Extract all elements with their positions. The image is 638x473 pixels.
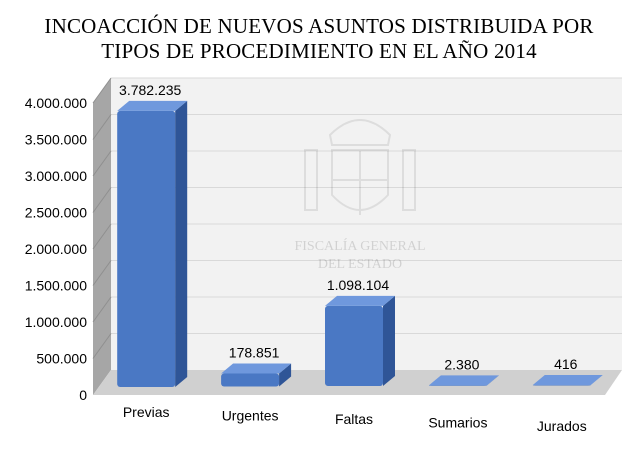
bar-side — [486, 375, 499, 386]
data-label: 3.782.235 — [119, 82, 181, 98]
bar-urgentes — [221, 373, 280, 387]
watermark-text: FISCALÍA GENERAL — [294, 237, 425, 254]
y-tick-label: 2.500.000 — [25, 205, 87, 221]
x-tick-label: Urgentes — [222, 408, 279, 424]
y-tick-label: 500.000 — [36, 351, 87, 367]
bar-side — [590, 374, 603, 385]
bar-top — [221, 363, 292, 374]
x-tick-label: Sumarios — [428, 415, 487, 431]
y-tick-label: 4.000.000 — [25, 95, 87, 111]
y-tick-label: 1.500.000 — [25, 278, 87, 294]
bar-top — [117, 100, 188, 111]
y-tick-label: 3.000.000 — [25, 168, 87, 184]
bar-sumarios — [428, 385, 487, 386]
gridline-side — [92, 296, 112, 323]
data-label: 416 — [554, 356, 578, 372]
gridline-side — [92, 150, 112, 177]
bar-top — [532, 374, 603, 385]
y-tick-label: 3.500.000 — [25, 132, 87, 148]
bar-previas — [117, 110, 176, 387]
bar-side — [175, 100, 188, 387]
y-tick-label: 0 — [79, 387, 87, 403]
x-tick-label: Jurados — [537, 418, 587, 434]
data-label: 178.851 — [229, 344, 280, 360]
x-tick-label: Previas — [123, 404, 170, 420]
bar-top — [428, 375, 499, 386]
y-tick-label: 2.000.000 — [25, 241, 87, 257]
bar-side — [383, 295, 395, 386]
bar-jurados — [532, 384, 591, 386]
bar-top — [325, 295, 395, 306]
gridline-side — [92, 187, 112, 213]
watermark-text: DEL ESTADO — [318, 257, 402, 272]
gridline-side — [92, 333, 112, 359]
chart-title: INCOACCIÓN DE NUEVOS ASUNTOS DISTRIBUIDA… — [0, 14, 638, 64]
watermark-emblem — [304, 119, 416, 215]
gridline-side — [92, 260, 112, 286]
bar-side — [279, 363, 292, 387]
chart-title-line-2: TIPOS DE PROCEDIMIENTO EN EL AÑO 2014 — [101, 39, 537, 63]
gridline-side — [92, 77, 112, 104]
data-label: 1.098.104 — [327, 277, 389, 293]
bar-faltas — [325, 305, 383, 386]
gridline-side — [92, 114, 112, 140]
y-tick-label: 1.000.000 — [25, 314, 87, 330]
data-label: 2.380 — [444, 356, 479, 372]
gridline-side — [92, 223, 112, 250]
chart-title-line-1: INCOACCIÓN DE NUEVOS ASUNTOS DISTRIBUIDA… — [44, 14, 594, 38]
x-tick-label: Faltas — [335, 411, 373, 427]
